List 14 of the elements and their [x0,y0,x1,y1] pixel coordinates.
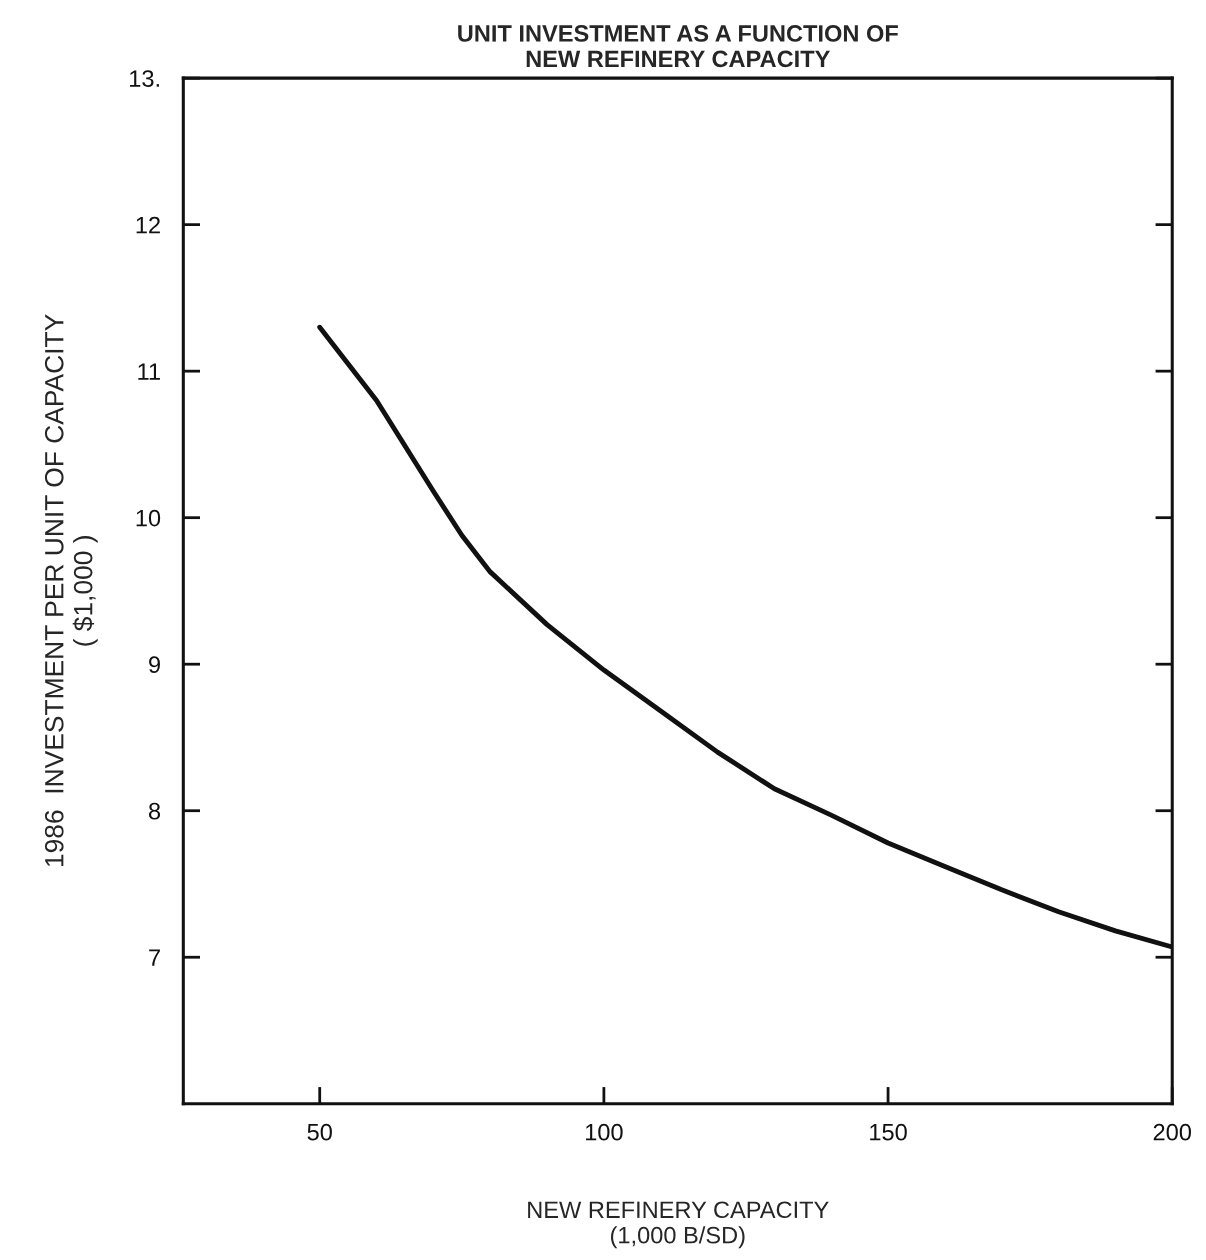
y-tick-label: 8 [148,802,161,820]
x-tick-label: 150 [870,1123,907,1141]
y-tick-label: 13. [130,70,159,87]
x-tick-label: 100 [585,1123,623,1141]
x-tick-label: 50 [307,1123,332,1141]
y-tick-label: 9 [149,656,160,673]
x-axis-title: NEW REFINERY CAPACITY (1,000 B/SD) [528,1201,829,1249]
y-tick-label: 12 [136,216,160,234]
y-tick-label: 11 [138,363,160,380]
y-tick-label: 7 [149,949,160,966]
chart-title: UNIT INVESTMENT AS A FUNCTION OF NEW REFINERY CAPACITY [458,25,898,68]
x-tick-label: 200 [1153,1123,1192,1141]
y-axis-title: 1986 INVESTMENT PER UNIT OF CAPACITY ( $1,000 ) [44,314,98,867]
y-tick-label: 10 [136,509,161,527]
